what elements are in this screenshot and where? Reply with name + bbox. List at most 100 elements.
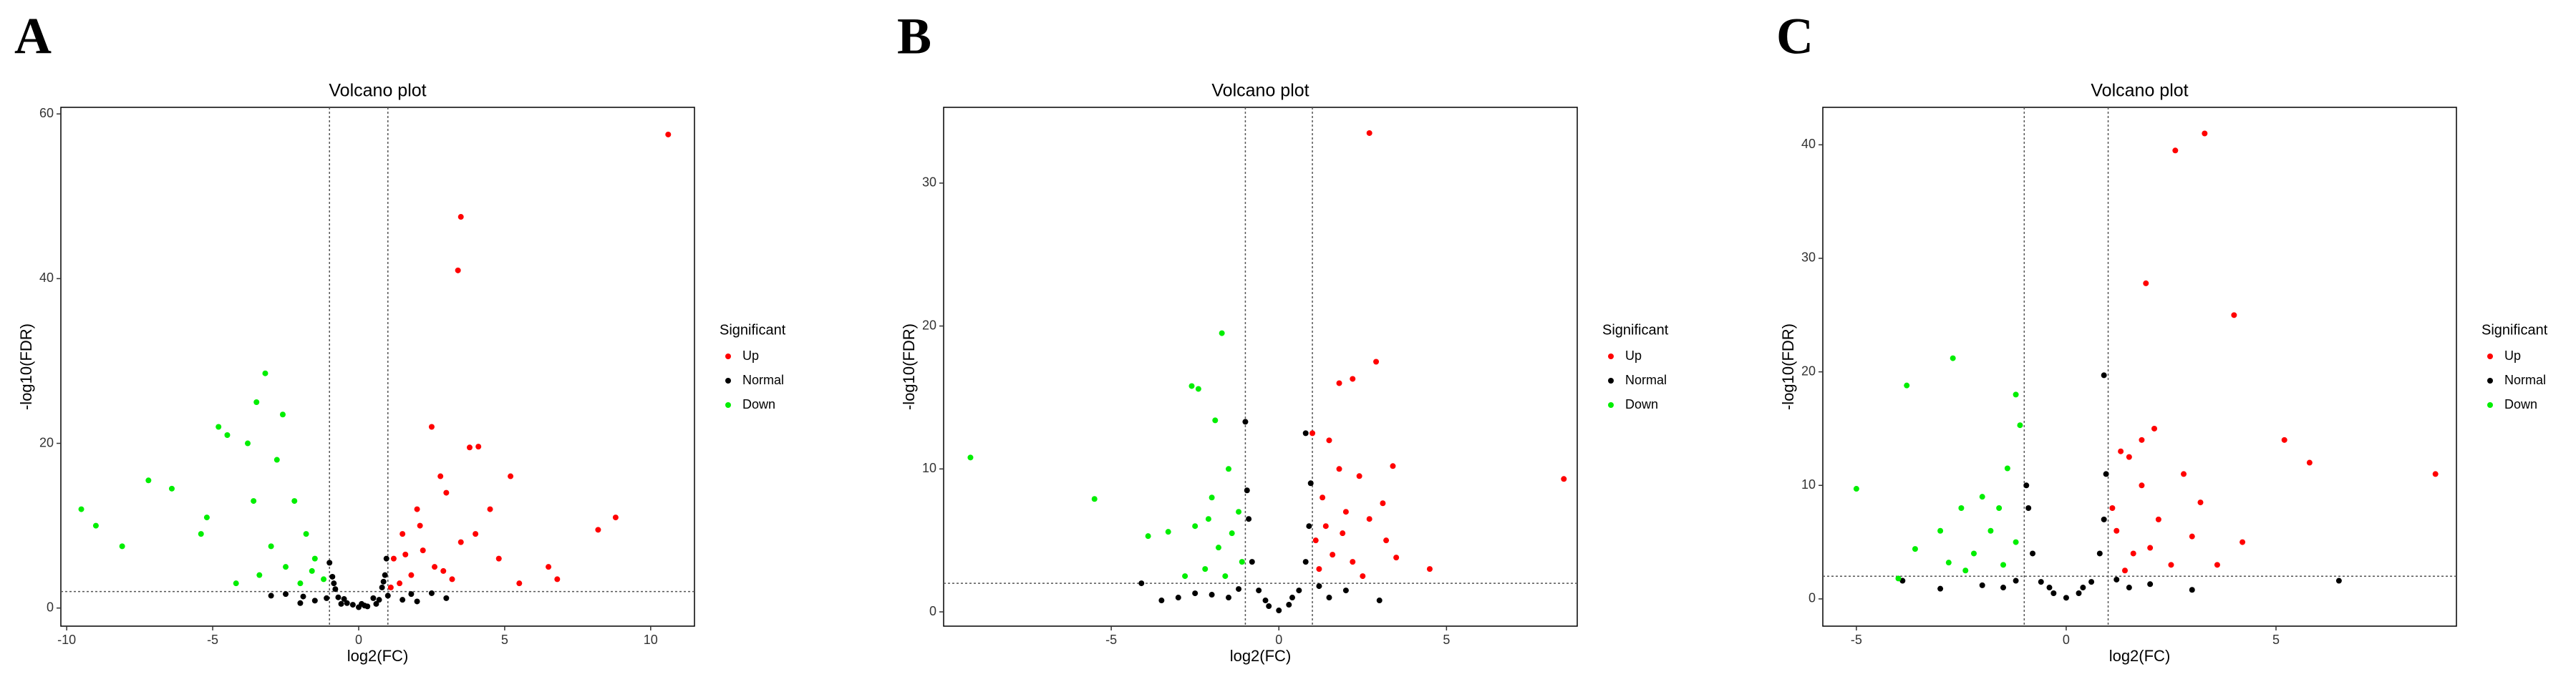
point: [2306, 459, 2313, 466]
x-tick-label: 0: [2063, 633, 2070, 647]
point: [233, 580, 239, 587]
point: [1912, 546, 1918, 552]
point: [414, 506, 420, 512]
point: [595, 527, 601, 533]
x-axis-label: log2(FC): [2109, 647, 2171, 665]
point: [2126, 454, 2132, 460]
point: [2109, 505, 2116, 512]
point: [1330, 552, 1336, 558]
point: [508, 473, 514, 479]
x-tick-label: -10: [57, 633, 76, 647]
legend-marker: [1608, 378, 1614, 384]
point: [383, 555, 389, 562]
point: [297, 600, 304, 606]
point: [408, 572, 415, 578]
point: [1356, 473, 1362, 479]
point: [402, 551, 409, 557]
point: [376, 597, 382, 603]
point: [612, 515, 619, 521]
point: [1945, 560, 1952, 566]
point: [1350, 376, 1356, 382]
point: [473, 531, 479, 537]
point: [297, 580, 304, 587]
point: [1320, 494, 1326, 501]
point: [1182, 573, 1188, 580]
point: [338, 600, 344, 607]
point: [665, 131, 672, 137]
plot-frame: [60, 107, 695, 627]
point: [2147, 545, 2154, 551]
point: [1979, 494, 1985, 500]
point: [1212, 417, 1219, 424]
point: [349, 602, 356, 608]
point: [1091, 496, 1098, 502]
point: [397, 580, 403, 587]
point: [1326, 437, 1332, 444]
point: [1895, 575, 1902, 582]
point: [1306, 523, 1312, 530]
point: [1262, 598, 1269, 604]
point: [1244, 487, 1250, 494]
point: [2000, 585, 2007, 591]
point: [440, 567, 447, 574]
point: [1390, 463, 1396, 469]
point: [2151, 425, 2158, 432]
point: [370, 595, 377, 601]
x-tick-label: 0: [1275, 633, 1282, 647]
point: [1904, 382, 1910, 389]
x-tick-label: 5: [2272, 633, 2280, 647]
point: [1316, 583, 1322, 590]
point: [1393, 555, 1400, 561]
legend-label: Normal: [742, 373, 784, 387]
point: [198, 531, 204, 537]
point: [2017, 422, 2023, 429]
point: [300, 593, 306, 600]
point: [1979, 582, 1985, 588]
point: [1350, 559, 1356, 565]
x-axis-label: log2(FC): [347, 647, 409, 665]
point: [1236, 586, 1242, 593]
point: [2214, 562, 2220, 568]
point: [283, 564, 289, 570]
legend-marker: [725, 354, 731, 359]
point: [408, 591, 415, 598]
point: [1366, 516, 1372, 522]
point: [1309, 430, 1316, 437]
point: [1340, 530, 1346, 537]
point: [2240, 539, 2246, 545]
legend-marker: [1608, 402, 1614, 408]
point: [400, 531, 406, 537]
point: [2335, 577, 2342, 584]
point: [2126, 585, 2132, 591]
chart-title: Volcano plot: [2091, 81, 2188, 101]
point: [1188, 383, 1195, 389]
y-tick-label: 60: [39, 106, 54, 120]
point: [1222, 573, 1229, 580]
point: [1853, 486, 1859, 492]
panel: C Volcano plot -5 0 5 0 10 20 30 40 log2(FC) -log10…: [1776, 8, 2548, 665]
point: [475, 444, 482, 450]
point: [2050, 590, 2057, 596]
legend-marker: [2487, 354, 2493, 359]
x-axis-label: log2(FC): [1230, 647, 1292, 665]
legend-label: Up: [1625, 348, 1642, 363]
point: [1987, 527, 1994, 534]
panel: A Volcano plot -10 -5 0 5 10 0 20 40 60 log2(FC) -lo…: [14, 8, 786, 665]
y-tick-label: 0: [1808, 591, 1816, 605]
point: [420, 547, 426, 554]
point: [2030, 550, 2036, 557]
point: [1209, 592, 1215, 598]
legend-label: Up: [742, 348, 759, 363]
point: [364, 603, 371, 610]
point: [443, 595, 450, 601]
point: [373, 600, 379, 607]
point: [262, 370, 268, 376]
y-tick-label: 40: [1801, 137, 1816, 151]
y-tick-label: 30: [1801, 250, 1816, 265]
point: [2197, 499, 2204, 506]
point: [1145, 533, 1151, 540]
chart-title: Volcano plot: [329, 81, 426, 101]
point: [2121, 567, 2128, 574]
point: [1296, 588, 1302, 594]
point: [2172, 147, 2179, 154]
